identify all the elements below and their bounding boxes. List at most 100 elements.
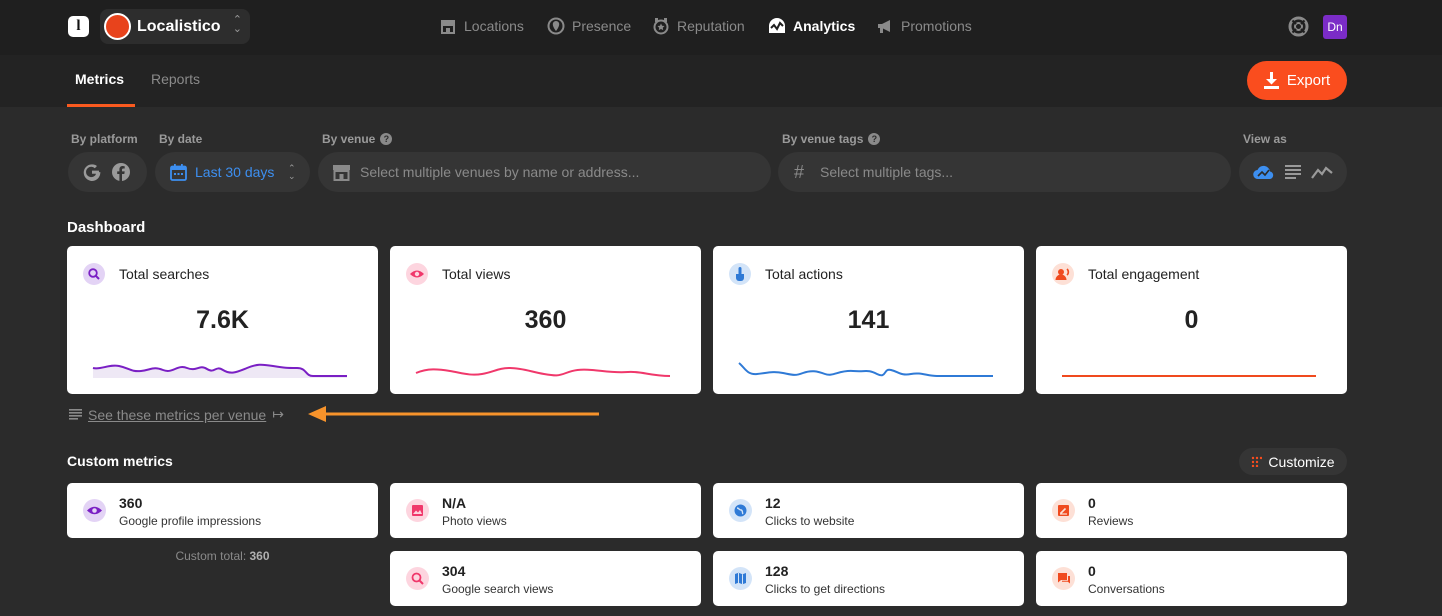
custom-metrics-title: Custom metrics — [67, 453, 173, 469]
megaphone-icon — [878, 20, 890, 33]
metric-label: Photo views — [442, 514, 507, 528]
metric-label: Reviews — [1088, 514, 1134, 528]
venue-filter-label: By venue? — [322, 132, 393, 146]
org-name: Localistico — [137, 18, 221, 35]
searches-sparkline — [92, 363, 347, 378]
actions-sparkline — [738, 362, 993, 377]
card-total-actions[interactable]: Total actions 141 — [713, 246, 1024, 394]
chat-icon — [1052, 567, 1075, 590]
eye-icon — [83, 499, 106, 522]
venue-select[interactable]: Select multiple venues by name or addres… — [318, 152, 771, 192]
metric-reviews[interactable]: 0 Reviews — [1036, 483, 1347, 538]
card-value: 0 — [1184, 306, 1199, 334]
nav-label: Presence — [572, 18, 632, 34]
nav-label: Analytics — [793, 18, 856, 34]
globe-icon — [729, 499, 752, 522]
engagement-icon — [1052, 263, 1074, 285]
custom-total-value: 360 — [249, 549, 270, 563]
card-value: 7.6K — [196, 306, 249, 334]
metric-value: 0 — [1088, 563, 1096, 579]
per-venue-link-text: See these metrics per venue — [88, 406, 267, 423]
list-icon[interactable] — [1285, 165, 1301, 179]
tab-reports[interactable]: Reports — [151, 71, 201, 87]
card-label: Total searches — [119, 266, 210, 282]
app-logo[interactable]: l — [68, 16, 89, 37]
analytics-icon — [769, 18, 785, 33]
platform-filter — [68, 152, 147, 192]
tags-select[interactable]: # Select multiple tags... — [778, 152, 1231, 192]
metric-google-search-views[interactable]: 304 Google search views — [390, 551, 701, 606]
nav-label: Reputation — [677, 18, 745, 34]
metric-label: Clicks to get directions — [765, 582, 886, 596]
custom-total: Custom total: 360 — [67, 549, 378, 563]
card-value: 141 — [847, 306, 890, 334]
nav-locations[interactable]: Locations — [439, 15, 524, 37]
org-switcher[interactable]: Localistico ⌃ ⌄ — [100, 9, 250, 44]
store-icon — [441, 20, 455, 34]
eye-icon — [406, 263, 428, 285]
hash-icon: # — [794, 162, 805, 182]
help-icon[interactable]: ? — [380, 133, 393, 145]
metric-clicks-to-get-directions[interactable]: 128 Clicks to get directions — [713, 551, 1024, 606]
line-chart-icon[interactable] — [1311, 164, 1333, 180]
date-filter[interactable]: Last 30 days ⌃ ⌄ — [155, 152, 310, 192]
download-icon — [1263, 72, 1279, 89]
map-icon — [729, 567, 752, 590]
top-bar: l Localistico ⌃ ⌄ Locations Presence Repu… — [0, 0, 1442, 55]
sub-nav: Metrics Reports Export — [0, 55, 1442, 107]
google-icon[interactable] — [82, 162, 102, 182]
search-icon — [83, 263, 105, 285]
view-as-label: View as — [1243, 132, 1287, 146]
nav-reputation[interactable]: Reputation — [652, 15, 745, 37]
dashboard-title: Dashboard — [67, 219, 146, 236]
metric-label: Clicks to website — [765, 514, 855, 528]
pointer-icon — [729, 263, 751, 285]
date-filter-value: Last 30 days — [195, 164, 275, 180]
user-avatar[interactable]: Dn — [1323, 15, 1347, 39]
per-venue-link[interactable]: See these metrics per venue ↦ — [69, 406, 284, 423]
list-icon — [69, 409, 82, 420]
chevron-updown-icon: ⌃ ⌄ — [232, 14, 242, 35]
card-total-engagement[interactable]: Total engagement 0 — [1036, 246, 1347, 394]
review-icon — [1052, 499, 1075, 522]
venue-select-placeholder: Select multiple venues by name or addres… — [360, 164, 640, 180]
custom-total-label: Custom total: — [175, 549, 247, 563]
store-icon — [333, 165, 350, 181]
card-total-views[interactable]: Total views 360 — [390, 246, 701, 394]
card-total-searches[interactable]: Total searches 7.6K — [67, 246, 378, 394]
cloud-chart-icon[interactable] — [1253, 164, 1275, 180]
badge-icon — [653, 18, 669, 35]
tags-filter-label: By venue tags? — [782, 132, 881, 146]
tags-select-placeholder: Select multiple tags... — [820, 164, 954, 180]
annotation-arrow — [308, 406, 599, 422]
platform-filter-label: By platform — [71, 132, 138, 146]
engagement-sparkline — [1062, 375, 1316, 377]
nav-analytics[interactable]: Analytics — [768, 15, 855, 37]
metric-value: 0 — [1088, 495, 1096, 511]
card-label: Total actions — [765, 266, 843, 282]
arrow-right-icon: ↦ — [272, 406, 284, 422]
metric-label: Google search views — [442, 582, 554, 596]
help-icon[interactable]: ? — [868, 133, 881, 145]
metric-clicks-to-website[interactable]: 12 Clicks to website — [713, 483, 1024, 538]
views-sparkline — [415, 366, 671, 377]
metric-conversations[interactable]: 0 Conversations — [1036, 551, 1347, 606]
facebook-icon[interactable] — [111, 162, 131, 182]
metric-label: Conversations — [1088, 582, 1165, 596]
customize-button[interactable]: Customize — [1239, 448, 1347, 475]
metric-value: 128 — [765, 563, 789, 579]
nav-label: Locations — [464, 18, 524, 34]
customize-label: Customize — [1268, 453, 1335, 470]
metric-value: 12 — [765, 495, 781, 511]
help-lifebuoy-icon[interactable] — [1288, 16, 1309, 37]
metric-google-profile-impressions[interactable]: 360 Google profile impressions — [67, 483, 378, 538]
nav-presence[interactable]: Presence — [547, 15, 631, 37]
metric-photo-views[interactable]: N/A Photo views — [390, 483, 701, 538]
export-label: Export — [1286, 72, 1331, 89]
tags-filter-label-text: By venue tags — [782, 132, 864, 146]
tab-metrics[interactable]: Metrics — [75, 71, 125, 87]
export-button[interactable]: Export — [1247, 61, 1347, 100]
image-icon — [406, 499, 429, 522]
card-value: 360 — [524, 306, 567, 334]
nav-promotions[interactable]: Promotions — [876, 15, 972, 37]
